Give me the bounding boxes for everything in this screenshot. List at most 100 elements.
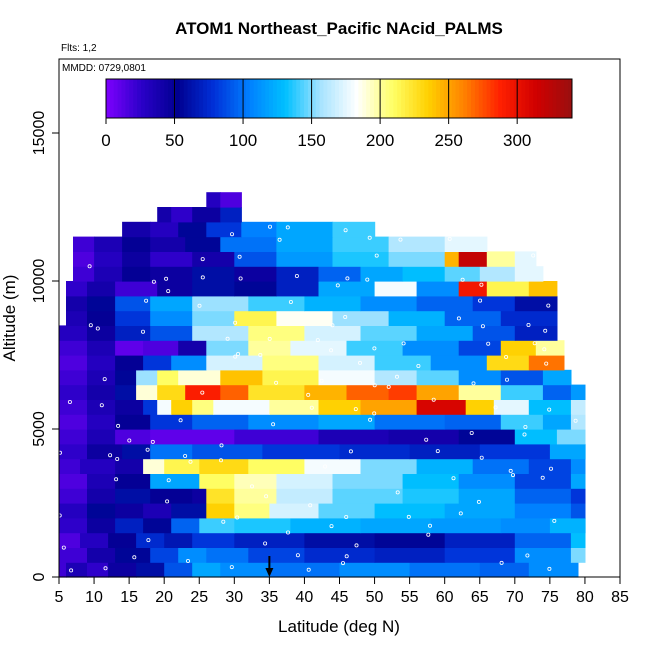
colorbar: 0 50 100 150 200 250 300 bbox=[101, 78, 573, 150]
heatmap-cell bbox=[157, 207, 172, 223]
heatmap-cell bbox=[192, 488, 207, 504]
sample-marker bbox=[236, 351, 241, 356]
sample-marker bbox=[225, 336, 230, 341]
colorbar-segment bbox=[319, 79, 324, 118]
sample-marker bbox=[285, 530, 290, 535]
heatmap-cell bbox=[136, 532, 165, 548]
sample-marker bbox=[479, 282, 484, 287]
sample-marker bbox=[95, 326, 100, 331]
heatmap-cell bbox=[416, 369, 460, 386]
colorbar-segment bbox=[342, 79, 348, 118]
colorbar-segment bbox=[195, 79, 200, 118]
heatmap-cell bbox=[87, 488, 116, 504]
sample-marker bbox=[115, 456, 120, 461]
colorbar-segment bbox=[482, 79, 488, 118]
heatmap-cell bbox=[388, 310, 446, 326]
heatmap-cell bbox=[206, 340, 249, 356]
sample-marker bbox=[229, 565, 234, 570]
heatmap-cell bbox=[115, 399, 144, 415]
heatmap-cell bbox=[73, 251, 95, 267]
heatmap-cell bbox=[192, 399, 214, 415]
heatmap-cell bbox=[570, 384, 586, 400]
sample-marker bbox=[271, 422, 276, 427]
sample-markers bbox=[57, 224, 578, 573]
sample-marker bbox=[267, 336, 272, 341]
x-tick-label: 85 bbox=[611, 589, 629, 606]
heatmap-cell bbox=[115, 414, 151, 430]
heatmap-cell bbox=[269, 503, 320, 519]
x-tick-label: 15 bbox=[120, 589, 138, 606]
heatmap-cell bbox=[318, 266, 362, 282]
heatmap-cell bbox=[570, 532, 586, 548]
sample-marker bbox=[145, 447, 150, 452]
sample-marker bbox=[165, 499, 170, 504]
heatmap-cell bbox=[143, 458, 165, 474]
heatmap-cell bbox=[444, 310, 502, 326]
colorbar-segment bbox=[560, 79, 565, 118]
colorbar-segment bbox=[443, 79, 449, 118]
sample-marker bbox=[549, 466, 554, 471]
colorbar-segment bbox=[315, 79, 321, 118]
sample-marker bbox=[329, 348, 334, 353]
sample-marker bbox=[132, 555, 137, 560]
heatmap-cell bbox=[458, 281, 488, 297]
sample-marker bbox=[479, 455, 484, 460]
colorbar-segment bbox=[533, 79, 538, 118]
heatmap-cell bbox=[332, 310, 390, 326]
sample-marker bbox=[469, 430, 474, 435]
heatmap-cell bbox=[87, 562, 109, 578]
x-tick-label: 55 bbox=[401, 589, 419, 606]
heatmap-cell bbox=[108, 562, 137, 578]
sample-marker bbox=[471, 381, 476, 386]
sample-marker bbox=[424, 437, 429, 442]
colorbar-tick-label: 200 bbox=[366, 131, 394, 150]
colorbar-segment bbox=[121, 79, 126, 118]
heatmap-cell bbox=[276, 281, 320, 297]
heatmap-cell bbox=[430, 517, 502, 534]
sample-marker bbox=[335, 283, 340, 288]
colorbar-segment bbox=[296, 79, 301, 118]
colorbar-segment bbox=[502, 79, 507, 118]
colorbar-tick-label: 300 bbox=[503, 131, 531, 150]
heatmap-cell bbox=[59, 503, 88, 519]
sample-marker bbox=[164, 276, 169, 281]
heatmap-cell bbox=[500, 414, 544, 430]
x-tick-label: 45 bbox=[331, 589, 349, 606]
heatmap-cell bbox=[332, 473, 404, 489]
heatmap-cell bbox=[87, 414, 116, 430]
sample-marker bbox=[69, 568, 74, 573]
heatmap-cell bbox=[479, 266, 516, 282]
colorbar-segment bbox=[183, 79, 189, 118]
heatmap-cell bbox=[234, 503, 270, 519]
colorbar-segment bbox=[509, 79, 515, 118]
sample-marker bbox=[146, 538, 151, 543]
heatmap-cell bbox=[444, 266, 481, 282]
sample-marker bbox=[150, 439, 155, 444]
sample-marker bbox=[218, 458, 223, 463]
colorbar-segment bbox=[311, 79, 317, 118]
heatmap-cell bbox=[115, 547, 151, 563]
heatmap-cell bbox=[304, 532, 376, 548]
y-tick-label: 10000 bbox=[31, 259, 48, 304]
sample-marker bbox=[267, 224, 272, 229]
heatmap-cell bbox=[87, 517, 116, 534]
heatmap-cell bbox=[87, 473, 116, 489]
heatmap-cell bbox=[73, 236, 95, 252]
heatmap-cell bbox=[115, 355, 144, 371]
heatmap-cell bbox=[234, 251, 277, 267]
heatmap-cell bbox=[80, 458, 116, 474]
heatmap-cell bbox=[206, 547, 249, 563]
heatmap-cell bbox=[332, 251, 390, 267]
colorbar-segment bbox=[385, 79, 390, 118]
heatmap-cell bbox=[248, 458, 305, 474]
heatmap-cell bbox=[115, 488, 151, 504]
sample-marker bbox=[288, 299, 293, 304]
heatmap-cell bbox=[171, 503, 207, 519]
heatmap-cell bbox=[388, 251, 446, 267]
x-tick-label: 5 bbox=[55, 589, 64, 606]
heatmap-cell bbox=[192, 207, 221, 223]
heatmap-cell bbox=[444, 414, 502, 430]
sample-marker bbox=[200, 257, 205, 262]
sample-marker bbox=[401, 341, 406, 346]
